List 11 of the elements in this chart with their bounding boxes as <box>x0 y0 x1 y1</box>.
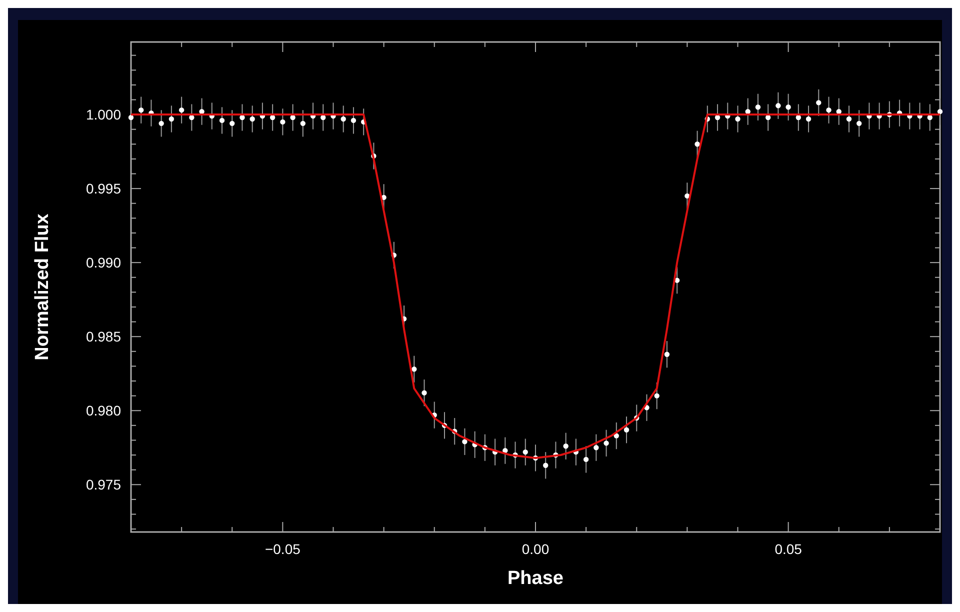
y-tick-label: 0.995 <box>86 180 122 197</box>
y-tick-label: 1.000 <box>86 106 122 123</box>
y-tick-label: 0.985 <box>86 328 122 345</box>
x-tick-label: 0.00 <box>522 541 550 557</box>
y-axis-title: Normalized Flux <box>32 213 53 360</box>
y-tick-label: 0.975 <box>86 476 122 493</box>
y-tick-label: 0.980 <box>86 402 122 419</box>
x-axis-title: Phase <box>508 568 564 589</box>
y-tick-label: 0.990 <box>86 254 122 271</box>
x-tick-label: 0.05 <box>774 541 802 557</box>
x-tick-label: −0.05 <box>264 541 301 557</box>
